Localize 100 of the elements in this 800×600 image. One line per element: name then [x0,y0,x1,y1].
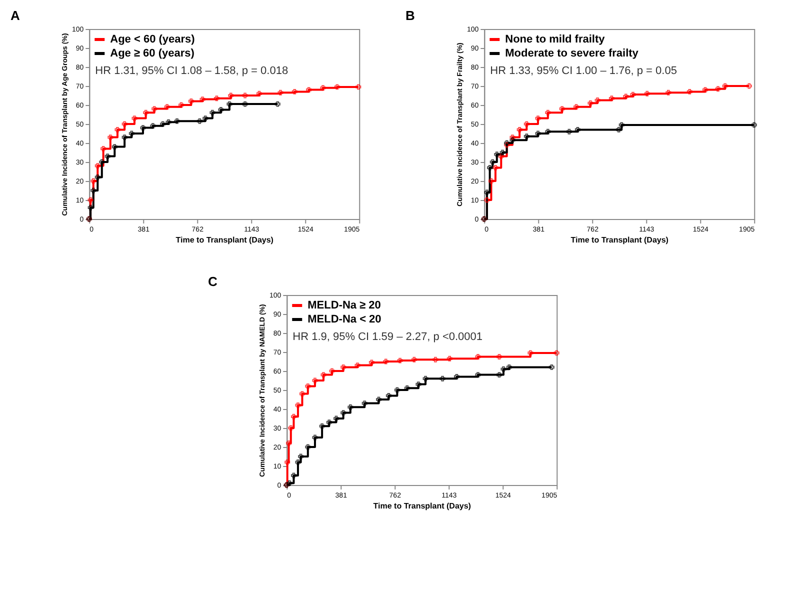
point [608,96,614,102]
point [535,116,541,122]
point [383,358,389,364]
point [411,356,417,362]
point [715,86,721,92]
point [200,96,206,102]
point [218,107,224,112]
point [152,106,158,112]
point [340,410,346,416]
legend-label: Age < 60 (years) [110,34,196,46]
point [140,125,146,131]
point [202,116,208,122]
point [490,159,496,165]
chart-title: C [208,274,218,289]
point [498,154,504,160]
point [500,150,506,156]
point [574,104,579,110]
point [312,434,318,440]
point [284,459,290,465]
point [475,354,481,360]
x-axis-title: Time to Transplant (Days) [176,236,274,244]
point [348,404,354,410]
point [228,92,234,98]
point [94,163,100,169]
point [510,134,516,140]
point [114,126,120,132]
point [386,392,392,398]
point [334,416,339,422]
point [376,396,382,402]
point [242,101,248,107]
point [306,87,312,93]
point [122,134,128,140]
point [108,134,114,140]
point [320,85,326,91]
legend-label: MELD-Na < 20 [308,314,382,326]
point [286,480,292,486]
point [574,126,580,132]
point [545,128,551,134]
point [278,90,284,96]
point [487,164,493,170]
point [334,84,340,90]
point [174,118,180,124]
point [319,423,325,429]
point [214,96,220,102]
point [362,400,368,406]
point [122,121,128,127]
point [475,372,481,378]
point [516,126,522,132]
point [722,83,728,89]
point [150,123,156,129]
point [292,88,298,94]
point [686,88,692,94]
point [404,385,410,391]
point [644,90,650,96]
point [104,154,110,160]
point [164,104,170,110]
point [326,420,332,426]
point [554,350,560,356]
point [295,402,301,408]
point [100,146,106,152]
chart-title: B [405,8,415,23]
point [618,122,624,128]
annotation: HR 1.31, 95% CI 1.08 – 1.58, p = 0.018 [95,65,288,77]
point [416,382,422,388]
legend-label: MELD-Na ≥ 20 [308,300,381,312]
x-axis-title: Time to Transplant (Days) [570,236,669,244]
point [160,121,166,127]
annotation: HR 1.33, 95% CI 1.00 – 1.76, p = 0.05 [490,65,677,77]
point [196,118,202,124]
point [394,387,400,393]
point [535,130,541,136]
legend-label: Moderate to severe frailty [505,48,640,60]
point [298,454,304,460]
point [432,356,438,362]
point [496,354,502,360]
point [94,174,100,180]
point [112,144,118,150]
point [397,358,403,364]
legend-label: None to mild frailty [505,34,606,46]
point [178,102,184,108]
point [90,178,96,184]
point [440,376,446,382]
point [320,372,326,378]
point [524,121,530,127]
point [528,350,534,356]
point [290,472,296,478]
legend-label: Age ≥ 60 (years) [110,48,195,60]
point [496,372,502,378]
point [295,459,301,465]
point [132,116,138,122]
point [446,356,452,362]
point [500,366,506,372]
point [305,444,311,450]
point [494,152,500,158]
point [354,362,360,368]
point [88,204,94,210]
point [256,90,262,96]
x-axis-title: Time to Transplant (Days) [373,502,472,510]
point [594,98,600,103]
point [623,94,629,100]
